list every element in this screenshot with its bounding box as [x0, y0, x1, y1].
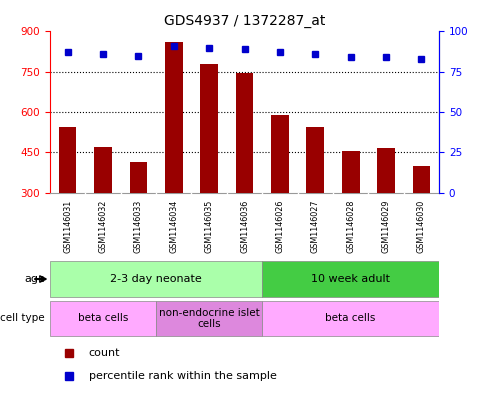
FancyBboxPatch shape [262, 261, 439, 297]
Text: GSM1146027: GSM1146027 [311, 199, 320, 253]
Title: GDS4937 / 1372287_at: GDS4937 / 1372287_at [164, 14, 325, 28]
Text: beta cells: beta cells [325, 313, 376, 323]
Text: 2-3 day neonate: 2-3 day neonate [110, 274, 202, 284]
Text: GSM1146033: GSM1146033 [134, 199, 143, 253]
Text: percentile rank within the sample: percentile rank within the sample [89, 371, 277, 381]
Text: GSM1146028: GSM1146028 [346, 199, 355, 253]
Text: 10 week adult: 10 week adult [311, 274, 390, 284]
Bar [271, 115, 289, 193]
Bar [94, 147, 112, 193]
FancyBboxPatch shape [262, 301, 439, 336]
Text: GSM1146030: GSM1146030 [417, 199, 426, 253]
Text: cell type: cell type [0, 313, 45, 323]
Text: GSM1146035: GSM1146035 [205, 199, 214, 253]
FancyBboxPatch shape [50, 301, 156, 336]
Bar [59, 127, 76, 193]
Bar [130, 162, 147, 193]
Bar [413, 166, 430, 193]
Text: age: age [24, 274, 45, 284]
Text: GSM1146036: GSM1146036 [240, 199, 249, 253]
Text: GSM1146032: GSM1146032 [98, 199, 107, 253]
FancyBboxPatch shape [156, 301, 262, 336]
Bar [306, 127, 324, 193]
Text: GSM1146031: GSM1146031 [63, 199, 72, 253]
Bar [377, 148, 395, 193]
FancyBboxPatch shape [50, 261, 262, 297]
Text: non-endocrine islet
cells: non-endocrine islet cells [159, 308, 259, 329]
Bar [342, 151, 359, 193]
Text: beta cells: beta cells [78, 313, 128, 323]
Text: GSM1146034: GSM1146034 [169, 199, 178, 253]
Bar [165, 42, 183, 193]
Text: count: count [89, 348, 120, 358]
Bar [236, 73, 253, 193]
Text: GSM1146026: GSM1146026 [275, 199, 284, 253]
Text: GSM1146029: GSM1146029 [382, 199, 391, 253]
Bar [200, 64, 218, 193]
